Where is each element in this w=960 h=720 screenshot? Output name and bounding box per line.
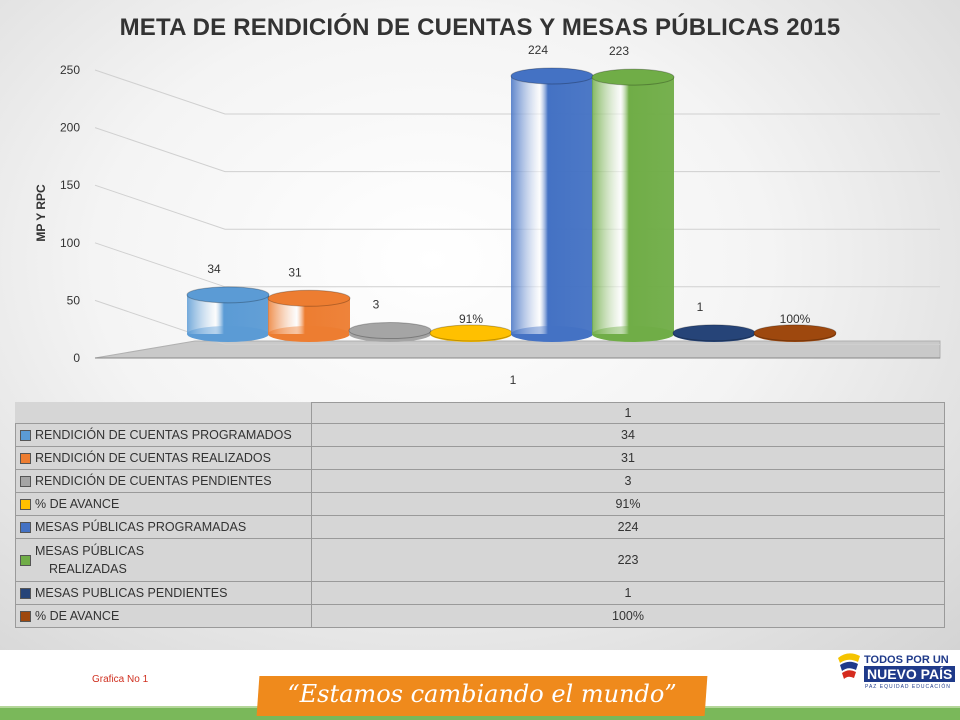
table-row-label: % DE AVANCE: [15, 604, 312, 628]
y-tick-label: 150: [60, 178, 80, 192]
table-row-value: 224: [311, 515, 945, 539]
bar-5: [510, 67, 594, 342]
y-axis-label: MP Y RPC: [34, 184, 48, 242]
table-row: MESAS PÚBLICAS REALIZADAS 223: [15, 538, 945, 582]
table-row-value: 223: [311, 538, 945, 582]
data-table: 1 RENDICIÓN DE CUENTAS PROGRAMADOS 34 REND…: [15, 402, 945, 628]
bar-7: [672, 324, 756, 342]
table-row: RENDICIÓN DE CUENTAS REALIZADOS 31: [15, 446, 945, 470]
table-header-row: 1: [15, 402, 945, 424]
table-row-label: RENDICIÓN DE CUENTAS REALIZADOS: [15, 446, 312, 470]
legend-swatch: [20, 452, 31, 464]
bar-8: [753, 324, 837, 342]
table-row-label: RENDICIÓN DE CUENTAS PROGRAMADOS: [15, 423, 312, 447]
logo-line3: PAZ EQUIDAD EDUCACIÓN: [865, 684, 951, 690]
gridline: [94, 299, 940, 345]
row-label-text: % DE AVANCE: [35, 497, 120, 511]
data-label: 31: [288, 265, 302, 279]
table-row: RENDICIÓN DE CUENTAS PROGRAMADOS 34: [15, 423, 945, 447]
legend-swatch: [20, 475, 31, 487]
row-label-text: MESAS PÚBLICAS: [35, 544, 145, 558]
row-label-text: MESAS PUBLICAS PENDIENTES: [35, 586, 228, 600]
bar-2: [267, 289, 351, 342]
flag-mark-icon: [838, 653, 860, 679]
bar-1: [186, 286, 270, 342]
table-row: RENDICIÓN DE CUENTAS PENDIENTES 3: [15, 469, 945, 493]
table-row-label: MESAS PUBLICAS PENDIENTES: [15, 581, 312, 605]
row-label-text: % DE AVANCE: [35, 609, 120, 623]
row-label-text-line2: REALIZADAS: [49, 562, 127, 576]
row-label-text: RENDICIÓN DE CUENTAS PROGRAMADOS: [35, 428, 292, 442]
table-row: MESAS PÚBLICAS PROGRAMADAS 224: [15, 515, 945, 539]
row-label-text: RENDICIÓN DE CUENTAS PENDIENTES: [35, 474, 272, 488]
legend-swatch: [20, 521, 31, 533]
data-label: 223: [609, 44, 629, 58]
x-tick-label: 1: [510, 373, 517, 387]
y-tick-label: 250: [60, 63, 80, 77]
table-row-value: 100%: [311, 604, 945, 628]
logo-line2: NUEVO PAÍS: [864, 666, 956, 682]
legend-swatch: [20, 554, 31, 566]
bar-chart: 0 50 100 150 200 250 MP Y RPC 1 34 31 3 91% 224 22…: [34, 43, 941, 387]
table-row: % DE AVANCE 91%: [15, 492, 945, 516]
row-label-text: RENDICIÓN DE CUENTAS REALIZADOS: [35, 451, 271, 465]
legend-swatch: [20, 610, 31, 622]
table-row-value: 31: [311, 446, 945, 470]
slogan-text: “Estamos cambiando el mundo”: [287, 680, 677, 708]
gridline: [94, 127, 940, 173]
table-row-value: 91%: [311, 492, 945, 516]
table-row-label: RENDICIÓN DE CUENTAS PENDIENTES: [15, 469, 312, 493]
data-label: 3: [373, 298, 380, 312]
legend-swatch: [20, 498, 31, 510]
y-tick-label: 50: [67, 293, 81, 307]
bar-3: [348, 322, 432, 342]
table-row: MESAS PUBLICAS PENDIENTES 1: [15, 581, 945, 605]
y-tick-label: 0: [73, 351, 80, 365]
gridline: [94, 69, 940, 115]
figure-caption: Grafica No 1: [92, 674, 149, 685]
gridline: [94, 184, 940, 230]
table-row-value: 3: [311, 469, 945, 493]
row-label-text: MESAS PÚBLICAS PROGRAMADAS: [35, 520, 247, 534]
table-header-cell: 1: [311, 402, 945, 424]
chart-title: META DE RENDICIÓN DE CUENTAS Y MESAS PÚB…: [119, 14, 841, 41]
legend-swatch: [20, 429, 31, 441]
gridline: [94, 242, 940, 288]
bar-4: [429, 324, 513, 342]
y-tick-label: 200: [60, 121, 80, 135]
data-label: 1: [697, 300, 704, 314]
data-label: 91%: [459, 312, 483, 326]
data-label: 100%: [780, 312, 811, 326]
legend-swatch: [20, 587, 31, 599]
data-label: 34: [207, 262, 221, 276]
y-tick-label: 100: [60, 236, 80, 250]
table-row: % DE AVANCE 100%: [15, 604, 945, 628]
bar-6: [591, 68, 675, 342]
table-row-label: MESAS PÚBLICAS PROGRAMADAS: [15, 515, 312, 539]
table-row-value: 34: [311, 423, 945, 447]
table-row-value: 1: [311, 581, 945, 605]
table-row-label: % DE AVANCE: [15, 492, 312, 516]
government-logo: TODOS POR UN NUEVO PAÍS PAZ EQUIDAD EDUC…: [834, 650, 956, 694]
logo-line1: TODOS POR UN: [864, 654, 949, 666]
data-label: 224: [528, 43, 548, 57]
table-row-label: MESAS PÚBLICAS REALIZADAS: [15, 538, 312, 582]
